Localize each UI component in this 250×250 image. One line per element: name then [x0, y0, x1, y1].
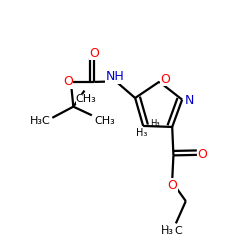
Text: H₃: H₃ [150, 120, 160, 128]
Text: C: C [175, 226, 182, 236]
Text: NH: NH [106, 70, 125, 83]
Text: H₃: H₃ [136, 128, 147, 138]
Text: CH₃: CH₃ [94, 116, 115, 126]
Text: O: O [167, 179, 177, 192]
Text: CH₃: CH₃ [76, 94, 96, 104]
Text: H₃: H₃ [160, 226, 173, 236]
Text: N: N [184, 94, 194, 108]
Text: O: O [198, 148, 207, 162]
Text: H₃: H₃ [161, 225, 172, 235]
Text: O: O [90, 46, 99, 60]
Text: H₃C: H₃C [30, 116, 51, 126]
Text: O: O [160, 73, 170, 86]
Text: O: O [63, 76, 73, 88]
